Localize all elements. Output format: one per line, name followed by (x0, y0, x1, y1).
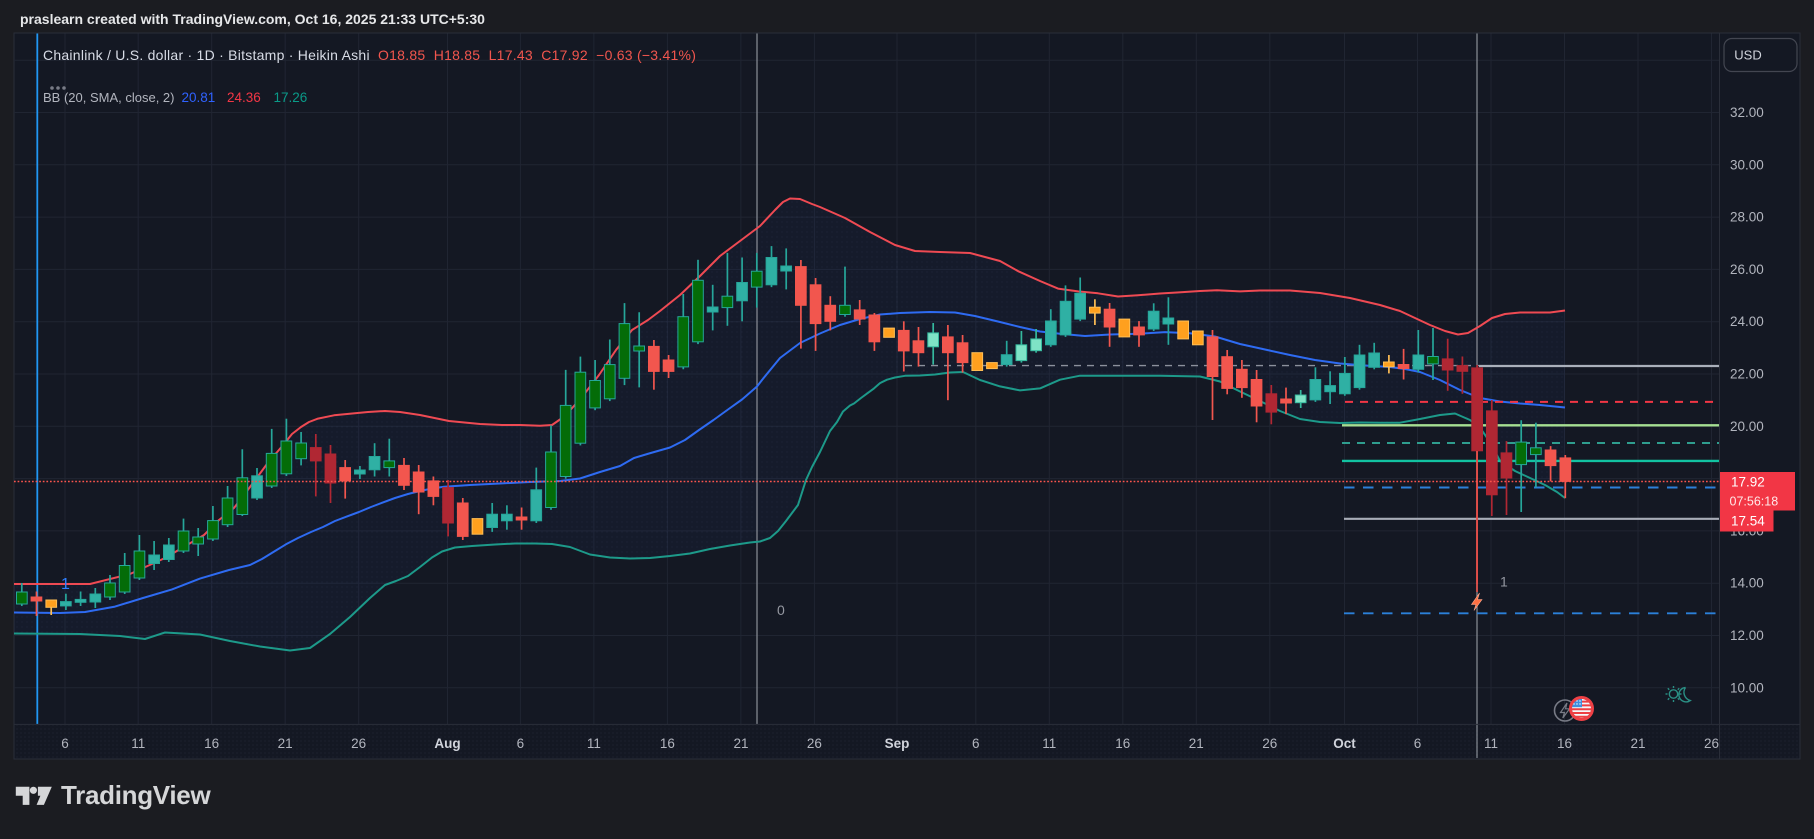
svg-text:O18.85 H18.85 L17.43 C17.92: O18.85 H18.85 L17.43 C17.92 −0.63 (−3.41… (378, 47, 696, 63)
svg-text:30.00: 30.00 (1730, 157, 1764, 172)
svg-text:07:56:18: 07:56:18 (1730, 495, 1779, 509)
svg-text:21: 21 (733, 736, 748, 751)
svg-text:16: 16 (1557, 736, 1572, 751)
svg-text:11: 11 (1042, 736, 1056, 751)
svg-text:20.00: 20.00 (1730, 419, 1764, 434)
svg-text:32.00: 32.00 (1730, 105, 1764, 120)
svg-text:14.00: 14.00 (1730, 576, 1764, 591)
svg-text:24.36: 24.36 (227, 90, 261, 105)
svg-text:22.00: 22.00 (1730, 367, 1764, 382)
svg-text:26: 26 (1262, 736, 1277, 751)
svg-text:USD: USD (1734, 48, 1761, 63)
svg-text:11: 11 (131, 736, 145, 751)
svg-text:17.92: 17.92 (1731, 475, 1765, 490)
svg-text:1: 1 (1500, 574, 1508, 590)
svg-text:17.26: 17.26 (274, 90, 308, 105)
svg-text:10.00: 10.00 (1730, 680, 1764, 695)
svg-text:Chainlink / U.S. dollar · 1D ·: Chainlink / U.S. dollar · 1D · Bitstamp … (43, 47, 370, 63)
svg-text:16: 16 (204, 736, 219, 751)
svg-text:16: 16 (660, 736, 675, 751)
svg-text:Oct: Oct (1333, 736, 1356, 751)
svg-text:28.00: 28.00 (1730, 210, 1764, 225)
svg-text:BB (20, SMA, close, 2): BB (20, SMA, close, 2) (43, 90, 175, 105)
svg-text:Aug: Aug (434, 736, 460, 751)
svg-text:26: 26 (351, 736, 366, 751)
svg-text:TradingView: TradingView (61, 780, 211, 810)
svg-text:21: 21 (1630, 736, 1645, 751)
svg-text:6: 6 (1414, 736, 1422, 751)
svg-text:11: 11 (1484, 736, 1498, 751)
svg-text:12.00: 12.00 (1730, 628, 1764, 643)
svg-text:26: 26 (807, 736, 822, 751)
svg-text:21: 21 (278, 736, 293, 751)
svg-text:17.54: 17.54 (1731, 514, 1765, 529)
svg-text:16: 16 (1115, 736, 1130, 751)
svg-text:6: 6 (972, 736, 980, 751)
svg-text:Sep: Sep (885, 736, 910, 751)
svg-text:6: 6 (517, 736, 525, 751)
svg-text:praslearn created with Trading: praslearn created with TradingView.com, … (20, 11, 485, 27)
svg-text:26.00: 26.00 (1730, 262, 1764, 277)
svg-text:1: 1 (61, 576, 70, 593)
svg-text:6: 6 (61, 736, 69, 751)
svg-text:11: 11 (587, 736, 601, 751)
svg-text:24.00: 24.00 (1730, 314, 1764, 329)
svg-text:21: 21 (1189, 736, 1204, 751)
svg-text:26: 26 (1704, 736, 1719, 751)
svg-text:20.81: 20.81 (182, 90, 216, 105)
svg-text:0: 0 (777, 602, 785, 618)
